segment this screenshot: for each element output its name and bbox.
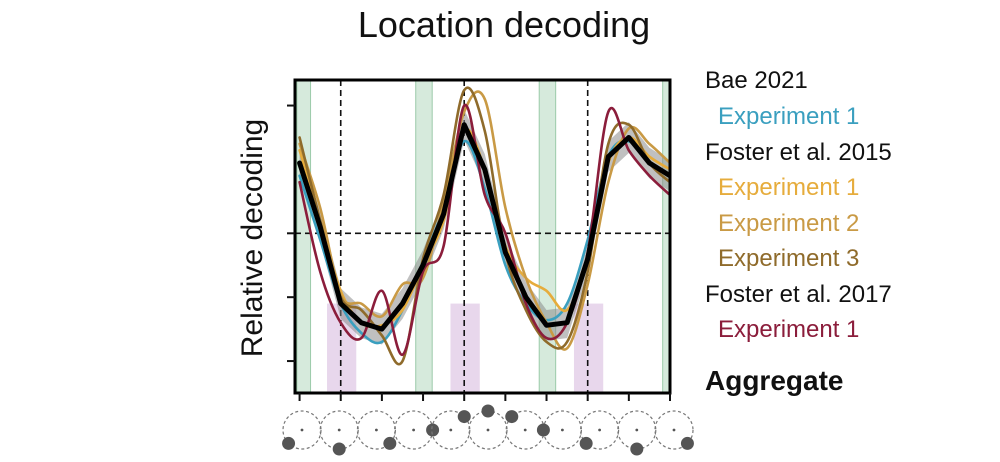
fixation-dot [635,428,639,432]
y-axis-label: Relative decoding [236,119,269,358]
fixation-dot [672,428,676,432]
fixation-dot [486,428,490,432]
series-line-4 [298,103,670,357]
stimulus-icon-2 [356,410,397,450]
stimulus-ring [654,410,694,450]
stimulus-dot [680,436,694,450]
stimulus-dot [630,442,644,456]
stimulus-dot [579,436,593,450]
legend-series-label: Experiment 3 [718,245,859,272]
stimulus-location-icons [282,404,694,456]
series-line-3 [298,86,670,366]
fixation-dot [337,428,341,432]
legend-study-header: Foster et al. 2015 [705,139,892,166]
fixation-dot [412,428,415,432]
stimulus-icon-9 [617,410,657,456]
stimulus-dot [481,404,495,418]
legend: Bae 2021 Experiment 1 Foster et al. 2015 Ex… [705,67,892,396]
stimulus-dot [282,436,296,450]
legend-study-header: Foster et al. 2017 [705,281,892,308]
green-band-3 [662,80,670,393]
stimulus-dot [383,436,397,450]
green-band-0 [296,80,311,393]
fixation-dot [449,428,453,432]
stimulus-ring [579,410,620,450]
fixation-dot [375,428,378,432]
stimulus-icon-3 [394,410,440,450]
legend-study-header: Bae 2021 [705,67,808,94]
plot-area [287,78,672,401]
stimulus-dot [426,423,440,437]
legend-series-label: Experiment 2 [718,210,859,237]
purple-band-1 [450,303,480,393]
stimulus-icon-0 [282,410,322,450]
plot-frame [293,78,672,395]
stimulus-ring [356,410,396,450]
fixation-dot [523,428,527,432]
stimulus-icon-5 [468,404,508,450]
legend-series-label: Experiment 1 [718,103,859,130]
fixation-dot [598,428,601,432]
series-line-2 [298,90,670,351]
fixation-dot [561,428,564,432]
fixation-dot [300,428,304,432]
stimulus-ring [282,410,322,450]
stimulus-icon-10 [654,410,694,450]
stimulus-icon-4 [431,410,471,450]
aggregate-series-line [297,122,670,332]
chart-title: Location decoding [358,4,650,45]
stimulus-ring [542,410,583,450]
stimulus-dot [332,442,346,456]
shaded-bands [296,80,670,393]
stimulus-icon-7 [536,410,583,450]
legend-series-label: Experiment 1 [718,174,859,201]
stimulus-icon-1 [319,410,359,456]
series-lines [297,86,670,366]
stimulus-dot [505,410,519,424]
stimulus-icon-8 [579,410,620,450]
stimulus-dot [536,423,550,437]
stimulus-dot [457,410,471,424]
legend-series-label: Experiment 1 [718,316,859,343]
legend-aggregate-label: Aggregate [705,365,843,396]
axis-ticks [287,104,671,401]
stimulus-ring [431,410,471,450]
green-band-1 [415,80,433,393]
